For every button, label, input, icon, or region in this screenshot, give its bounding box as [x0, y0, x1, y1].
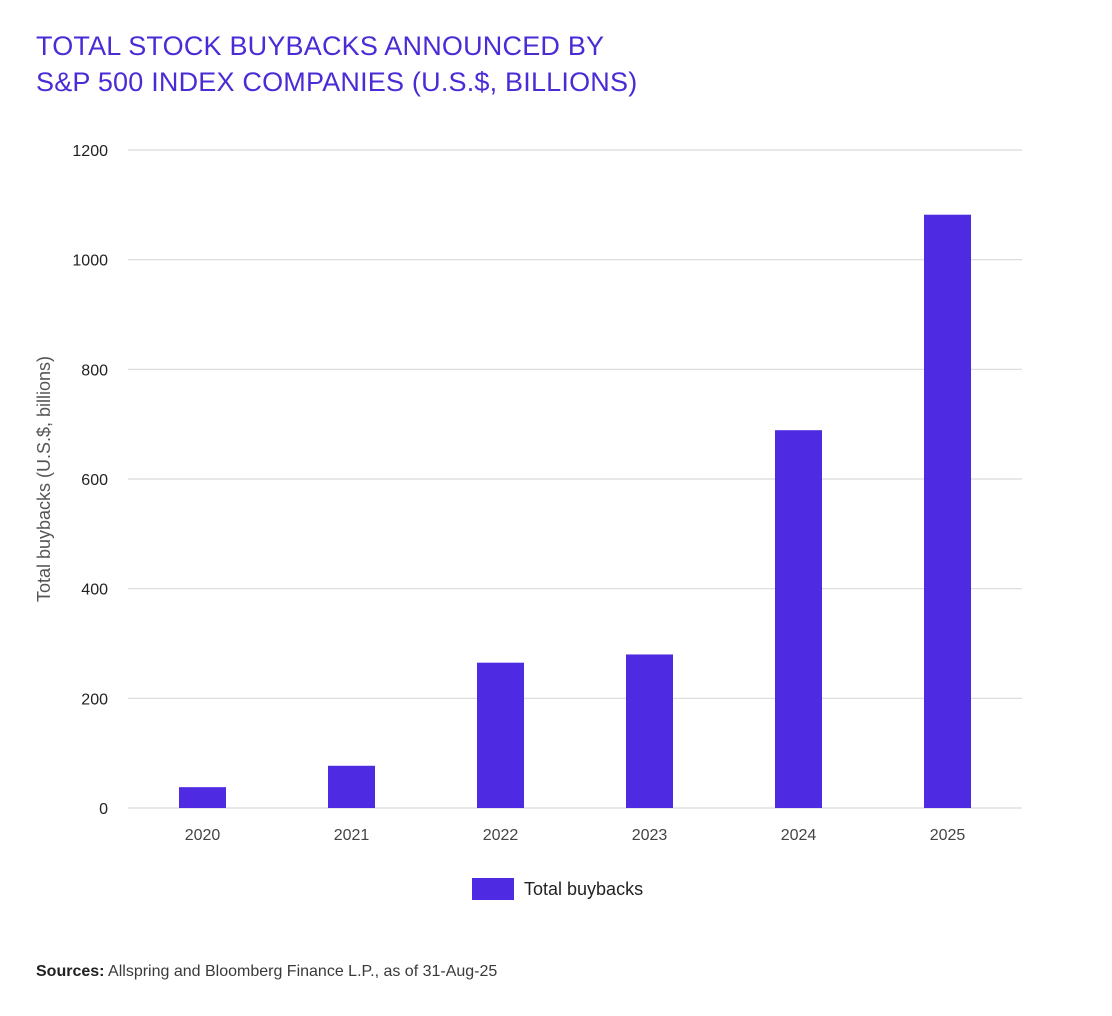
- bar: [328, 765, 375, 808]
- chart-title-line-2: S&P 500 INDEX COMPANIES (U.S.$, BILLIONS…: [36, 67, 638, 97]
- y-tick-label: 1000: [72, 253, 108, 270]
- chart-title-line-1: TOTAL STOCK BUYBACKS ANNOUNCED BY: [36, 31, 605, 61]
- y-tick-label: 200: [81, 691, 108, 708]
- bars: [179, 214, 971, 808]
- gridlines: [128, 149, 1022, 809]
- bar: [179, 787, 226, 808]
- legend-label: Total buybacks: [524, 879, 643, 899]
- y-tick-label: 1200: [72, 143, 108, 160]
- source-note: Sources: Allspring and Bloomberg Finance…: [36, 963, 497, 981]
- y-tick-label: 600: [81, 472, 108, 489]
- legend: Total buybacks: [472, 878, 643, 900]
- x-tick-label: 2023: [632, 827, 668, 844]
- y-axis-ticks: 0 200 400 600 800 1000 1200: [72, 143, 108, 818]
- legend-swatch: [472, 878, 514, 900]
- y-tick-label: 400: [81, 582, 108, 599]
- chart-title: TOTAL STOCK BUYBACKS ANNOUNCED BY S&P 50…: [36, 28, 637, 100]
- source-label: Sources:: [36, 963, 105, 980]
- y-axis-label: Total buybacks (U.S.$, billions): [34, 356, 54, 602]
- y-tick-label: 800: [81, 362, 108, 379]
- bar: [477, 662, 524, 808]
- bar: [924, 214, 971, 808]
- x-tick-label: 2020: [185, 827, 221, 844]
- x-axis-ticks: 2020 2021 2022 2023 2024 2025: [185, 827, 966, 844]
- bar: [775, 430, 822, 808]
- x-tick-label: 2021: [334, 827, 370, 844]
- y-tick-label: 0: [99, 801, 108, 818]
- bar: [626, 654, 673, 808]
- x-tick-label: 2022: [483, 827, 519, 844]
- x-tick-label: 2025: [930, 827, 966, 844]
- x-tick-label: 2024: [781, 827, 817, 844]
- source-text: Allspring and Bloomberg Finance L.P., as…: [104, 963, 498, 980]
